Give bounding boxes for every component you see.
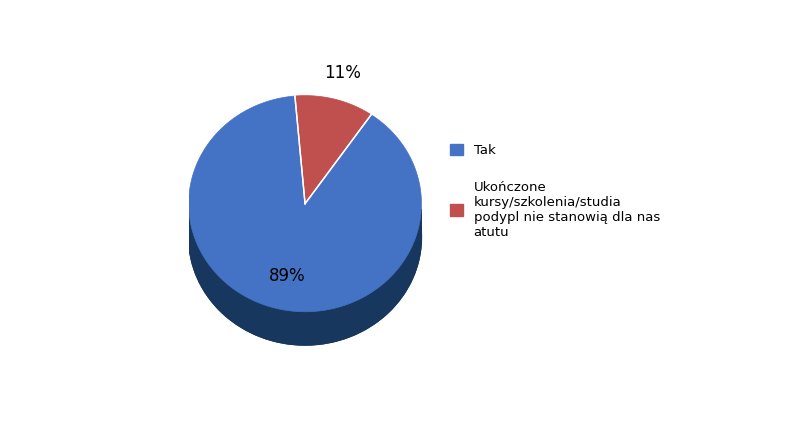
Text: 89%: 89% bbox=[269, 268, 305, 285]
Ellipse shape bbox=[189, 129, 421, 345]
Text: 11%: 11% bbox=[324, 64, 361, 82]
Legend: Tak, Ukończone
kursy/szkolenia/studia
podypl nie stanowią dla nas
atutu: Tak, Ukończone kursy/szkolenia/studia po… bbox=[445, 138, 665, 244]
Polygon shape bbox=[189, 208, 421, 345]
Polygon shape bbox=[189, 96, 421, 312]
Ellipse shape bbox=[189, 129, 421, 345]
Polygon shape bbox=[295, 96, 371, 204]
